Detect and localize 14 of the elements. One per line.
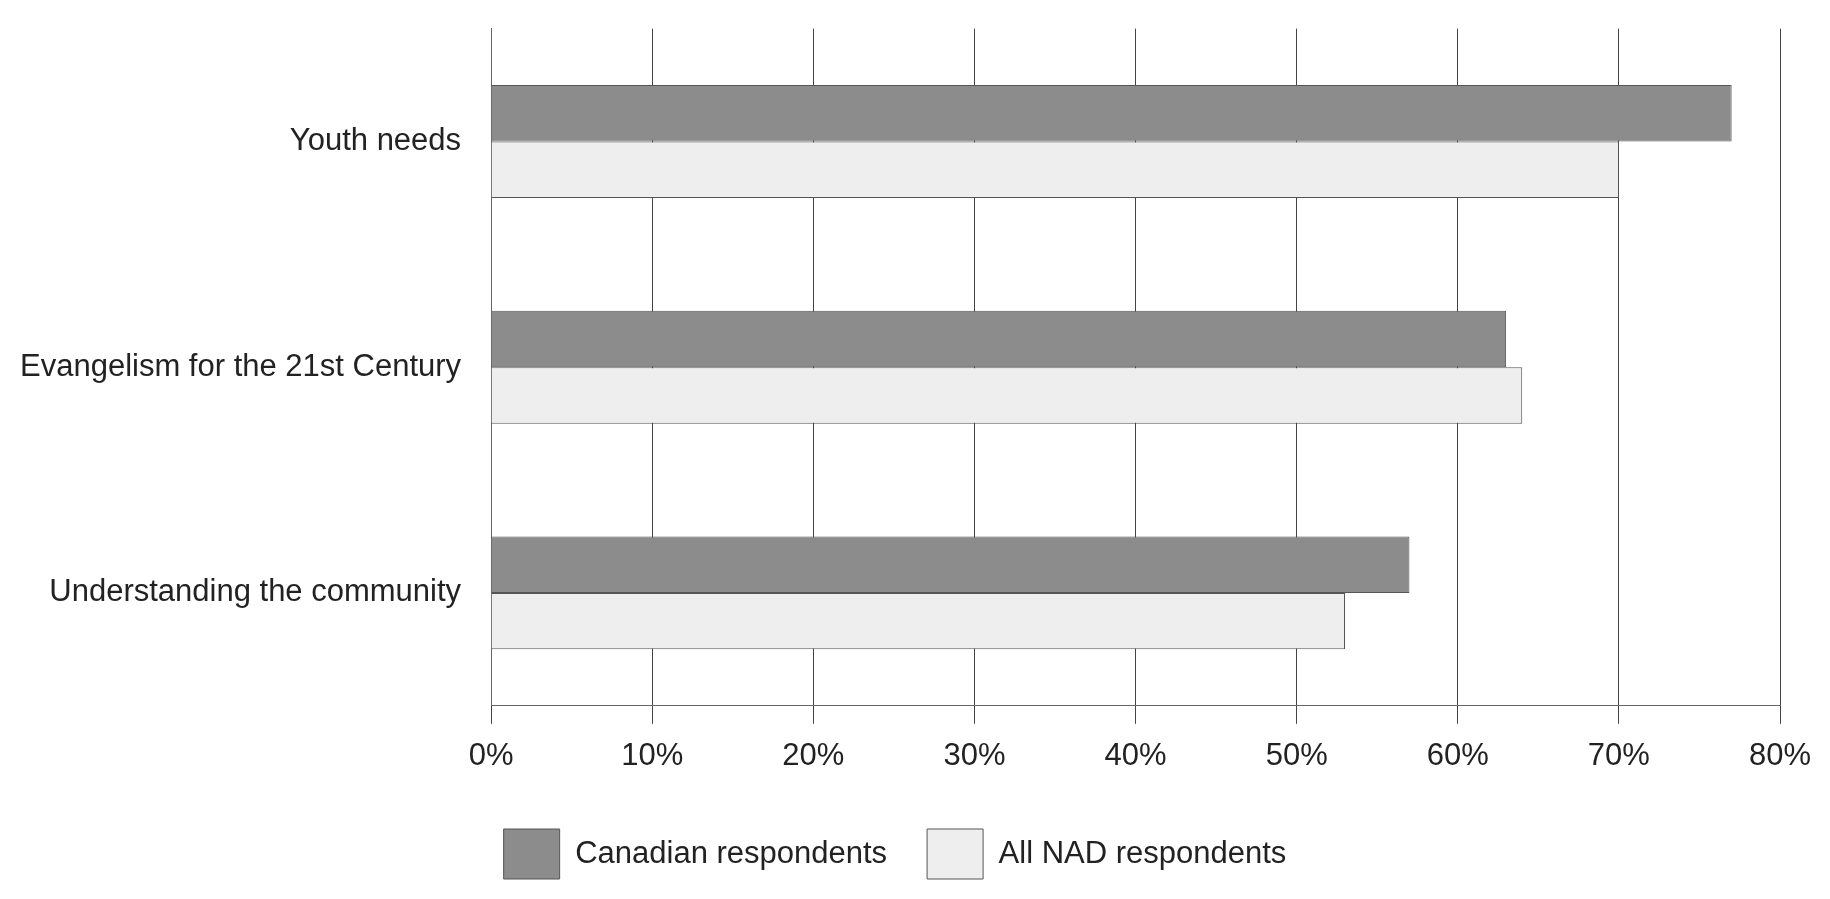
x-tick-label: 0% — [468, 736, 514, 772]
x-tick-label: 80% — [1748, 736, 1812, 772]
x-tick-label: 40% — [1104, 736, 1167, 772]
y-tick-label: Evangelism for the 21st Century — [19, 347, 462, 383]
x-tick-label: 50% — [1265, 736, 1328, 772]
legend-label: All NAD respondents — [998, 834, 1287, 870]
x-tick-label: 70% — [1587, 736, 1650, 772]
x-tick-label: 20% — [782, 736, 845, 772]
y-tick-label: Youth needs — [289, 122, 462, 158]
x-tick-label: 60% — [1426, 736, 1489, 772]
legend-label: Canadian respondents — [575, 834, 888, 870]
x-tick-label: 10% — [621, 736, 684, 772]
y-tick-label: Understanding the community — [49, 573, 462, 609]
x-tick-label: 30% — [943, 736, 1006, 772]
